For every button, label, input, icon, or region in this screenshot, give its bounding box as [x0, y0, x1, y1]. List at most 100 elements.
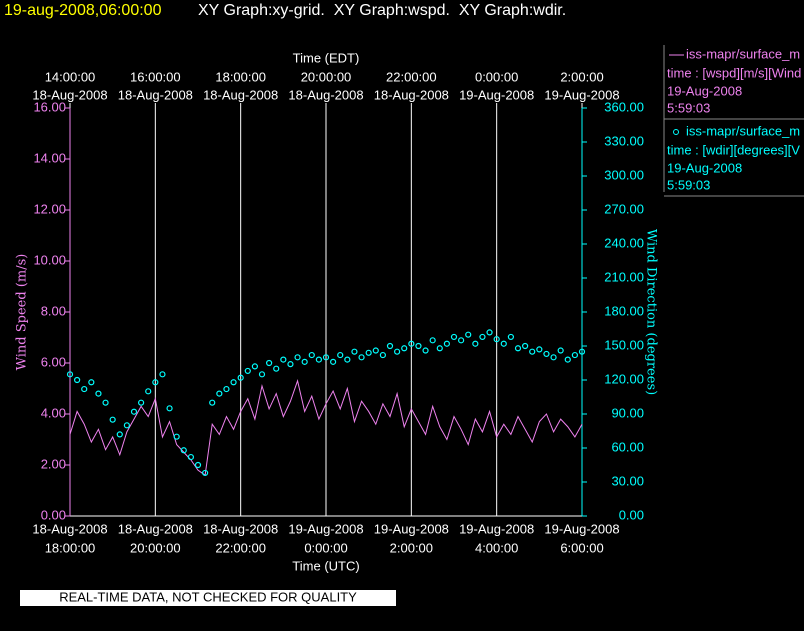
legend-name: iss-mapr/surface_m [686, 46, 800, 61]
direction-point [415, 342, 422, 350]
direction-point [294, 354, 301, 361]
direction-point [280, 356, 287, 363]
direction-point [138, 399, 145, 406]
legend-name: iss-mapr/surface_m [686, 123, 800, 138]
direction-point [230, 379, 237, 386]
x2-tick-date: 19-Aug-2008 [459, 87, 534, 102]
x-tick-time: 20:00:00 [130, 540, 181, 555]
x2-tick-date: 18-Aug-2008 [374, 87, 449, 102]
x-tick-date: 18-Aug-2008 [32, 521, 107, 536]
speed-line [69, 379, 583, 477]
footer-box [20, 590, 396, 606]
direction-point [429, 337, 436, 344]
direction-point [522, 342, 529, 350]
direction-point [550, 354, 557, 361]
direction-point [166, 405, 173, 412]
y2-tick-label: 150.00 [604, 337, 644, 352]
direction-point [344, 356, 351, 363]
x-tick-time: 0:00:00 [304, 540, 347, 555]
direction-point [486, 329, 493, 336]
legend-time: 5:59:03 [667, 100, 710, 115]
direction-point [216, 390, 223, 397]
direction-point [472, 340, 479, 347]
x2-tick-date: 18-Aug-2008 [203, 87, 278, 102]
x-tick-date: 19-Aug-2008 [459, 521, 534, 536]
y-tick-label: 12.00 [33, 201, 66, 216]
direction-point [95, 390, 102, 397]
direction-point [287, 361, 294, 368]
direction-point [422, 347, 429, 354]
x-tick-date: 18-Aug-2008 [203, 521, 278, 536]
direction-point [557, 347, 564, 354]
x-tick-time: 18:00:00 [45, 540, 96, 555]
direction-point [365, 349, 372, 356]
y2-tick-label: 210.00 [604, 269, 644, 284]
direction-point [74, 376, 81, 384]
legend-swatch [673, 129, 679, 135]
y2-tick-label: 30.00 [611, 473, 644, 488]
direction-point [173, 433, 180, 440]
direction-point [536, 346, 543, 353]
y-axis-title: Wind Speed (m/s) [15, 254, 30, 371]
direction-point [102, 399, 109, 406]
y2-tick-label: 300.00 [604, 167, 644, 182]
y2-tick-label: 120.00 [604, 371, 644, 386]
x2-tick-time: 2:00:00 [560, 69, 603, 84]
direction-point [308, 351, 315, 359]
y2-tick-label: 330.00 [604, 133, 644, 148]
direction-point [408, 340, 415, 347]
direction-point [209, 399, 216, 406]
x2-tick-time: 22:00:00 [386, 69, 437, 84]
direction-point [450, 333, 458, 341]
direction-point [180, 447, 187, 454]
direction-point [436, 345, 443, 352]
x-tick-time: 6:00:00 [560, 540, 603, 555]
timestamp: 19-aug-2008,06:00:00 [4, 2, 162, 19]
direction-point [322, 354, 330, 361]
direction-point [500, 340, 507, 347]
x2-tick-time: 18:00:00 [215, 69, 266, 84]
legend-date: 19-Aug-2008 [667, 83, 742, 98]
x2-tick-date: 18-Aug-2008 [118, 87, 193, 102]
y2-tick-label: 90.00 [611, 405, 644, 420]
x-tick-date: 19-Aug-2008 [288, 521, 363, 536]
direction-point [301, 358, 308, 365]
direction-point [479, 333, 486, 341]
direction-point [578, 348, 586, 355]
direction-point [379, 351, 386, 359]
x-tick-time: 2:00:00 [390, 540, 433, 555]
y-tick-label: 0.00 [41, 507, 66, 522]
direction-point [266, 359, 273, 367]
direction-point [571, 351, 578, 359]
y2-tick-label: 60.00 [611, 439, 644, 454]
direction-point [116, 431, 123, 438]
y-tick-label: 6.00 [41, 354, 66, 369]
x2-tick-time: 20:00:00 [301, 69, 352, 84]
direction-point [330, 358, 337, 365]
direction-point [152, 379, 159, 386]
x2-tick-date: 18-Aug-2008 [288, 87, 363, 102]
direction-point [458, 337, 465, 344]
direction-point [66, 371, 74, 378]
y2-axis-title: Wind Direction (degrees) [644, 229, 659, 395]
y-tick-label: 16.00 [33, 99, 66, 114]
direction-point [493, 336, 500, 343]
direction-point [81, 385, 88, 393]
direction-point [564, 356, 571, 363]
legend-text: time : [wspd][m/s][Wind [667, 65, 801, 80]
y2-tick-label: 360.00 [604, 99, 644, 114]
legend-text: time : [wdir][degrees][V [667, 142, 800, 157]
direction-point [443, 340, 450, 347]
y-tick-label: 2.00 [41, 456, 66, 471]
x2-tick-date: 19-Aug-2008 [544, 87, 619, 102]
direction-point [159, 371, 166, 378]
direction-point [109, 416, 116, 423]
direction-point [187, 453, 194, 461]
y-tick-label: 8.00 [41, 303, 66, 318]
x-tick-date: 18-Aug-2008 [118, 521, 193, 536]
y-tick-label: 14.00 [33, 150, 66, 165]
direction-point [394, 348, 401, 355]
